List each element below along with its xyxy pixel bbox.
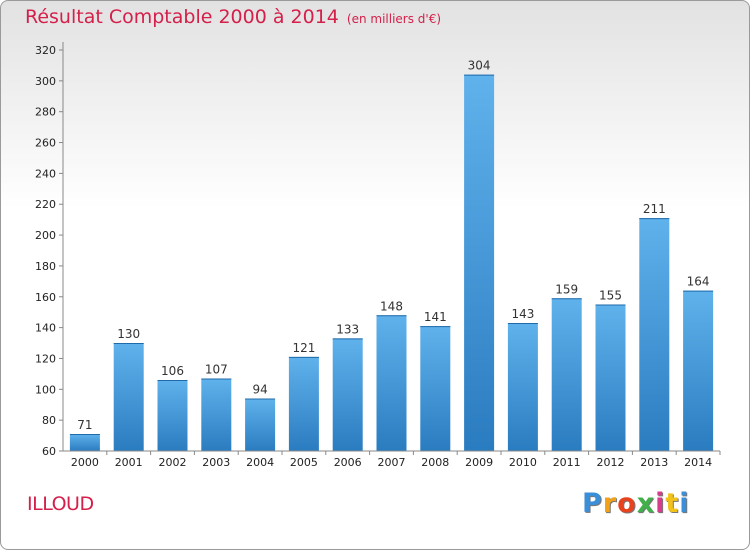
bar xyxy=(595,304,626,451)
logo-letter: P xyxy=(582,488,603,519)
proxiti-logo: Proxiti xyxy=(582,488,690,519)
data-label: 211 xyxy=(643,202,666,216)
x-tick-label: 2001 xyxy=(115,456,143,469)
place-name: ILLOUD xyxy=(27,493,94,515)
data-label: 107 xyxy=(205,363,228,377)
data-label: 141 xyxy=(424,310,447,324)
data-label: 155 xyxy=(599,288,622,302)
x-tick-label: 2003 xyxy=(202,456,230,469)
x-tick-label: 2006 xyxy=(334,456,362,469)
bar xyxy=(464,74,495,451)
y-tick-label: 260 xyxy=(35,137,56,150)
bar xyxy=(376,315,407,451)
title-unit: (en milliers d'€) xyxy=(346,12,442,26)
bar xyxy=(551,298,582,451)
y-tick-label: 300 xyxy=(35,75,56,88)
chart-title: Résultat Comptable 2000 à 2014 (en millie… xyxy=(25,6,441,28)
logo-letter: i xyxy=(679,488,690,519)
y-tick-label: 60 xyxy=(42,445,56,458)
x-tick-label: 2000 xyxy=(71,456,99,469)
y-tick-label: 120 xyxy=(35,352,56,365)
bar xyxy=(420,326,451,451)
bar xyxy=(113,343,144,451)
bar xyxy=(245,398,276,451)
bar xyxy=(332,338,363,451)
y-tick-label: 100 xyxy=(35,383,56,396)
bar xyxy=(288,356,319,451)
x-tick-label: 2002 xyxy=(159,456,187,469)
logo-letter: i xyxy=(655,488,666,519)
data-label: 133 xyxy=(336,322,359,336)
data-label: 94 xyxy=(252,383,267,397)
bar xyxy=(639,218,670,451)
data-label: 143 xyxy=(511,307,534,321)
data-label: 159 xyxy=(555,282,578,296)
y-tick-label: 200 xyxy=(35,229,56,242)
y-tick-label: 220 xyxy=(35,198,56,211)
x-tick-label: 2004 xyxy=(246,456,274,469)
logo-letter: t xyxy=(665,488,680,519)
y-tick-label: 320 xyxy=(35,44,56,57)
y-tick-label: 80 xyxy=(42,414,56,427)
y-tick-label: 240 xyxy=(35,167,56,180)
data-label: 148 xyxy=(380,299,403,313)
x-tick-label: 2011 xyxy=(553,456,581,469)
x-tick-label: 2014 xyxy=(684,456,712,469)
bar xyxy=(507,322,538,451)
data-label: 106 xyxy=(161,364,184,378)
data-label: 130 xyxy=(117,327,140,341)
x-tick-label: 2010 xyxy=(509,456,537,469)
x-tick-label: 2008 xyxy=(421,456,449,469)
x-tick-label: 2005 xyxy=(290,456,318,469)
x-tick-label: 2009 xyxy=(465,456,493,469)
logo-letter: o xyxy=(617,488,637,519)
x-tick-label: 2007 xyxy=(378,456,406,469)
logo-letter: x xyxy=(636,488,656,519)
data-label: 121 xyxy=(292,341,315,355)
y-tick-label: 180 xyxy=(35,260,56,273)
bar xyxy=(683,290,714,451)
title-text: Résultat Comptable 2000 à 2014 xyxy=(25,6,339,28)
bar xyxy=(201,378,232,451)
data-label: 71 xyxy=(77,418,92,432)
bar xyxy=(69,434,100,451)
y-tick-label: 280 xyxy=(35,106,56,119)
x-tick-label: 2013 xyxy=(640,456,668,469)
bar xyxy=(157,380,188,451)
y-tick-label: 140 xyxy=(35,322,56,335)
logo-letter: r xyxy=(602,488,618,519)
x-tick-label: 2012 xyxy=(597,456,625,469)
data-label: 304 xyxy=(468,59,491,73)
y-tick-label: 160 xyxy=(35,291,56,304)
data-label: 164 xyxy=(687,275,710,289)
